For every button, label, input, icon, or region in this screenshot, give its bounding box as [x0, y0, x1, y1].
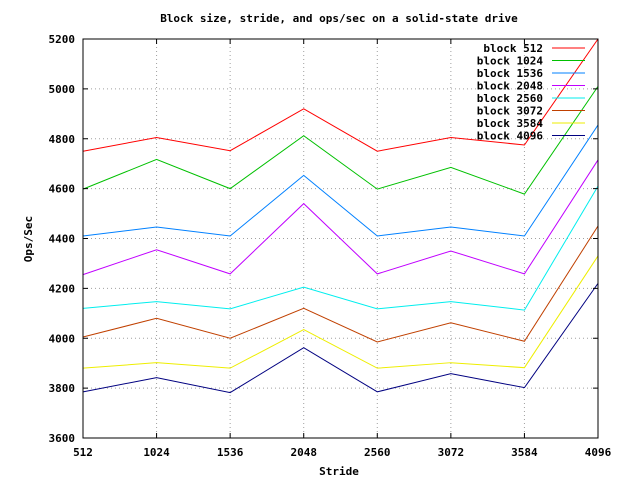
legend-entry-label: block 2560	[477, 92, 543, 105]
y-axis-label: Ops/Sec	[22, 216, 35, 262]
x-tick-label: 1024	[143, 446, 170, 459]
chart-title: Block size, stride, and ops/sec on a sol…	[160, 12, 518, 25]
y-tick-label: 4600	[49, 183, 76, 196]
series-line-block-4096	[82, 283, 599, 394]
series-line-block-512	[82, 38, 599, 152]
y-tick-label: 5200	[49, 33, 76, 46]
x-tick-label: 4096	[585, 446, 612, 459]
axis-ticks: 3600 3800 4000 4200 4400 4600 4800 5000 5200 512 1…	[49, 33, 612, 459]
y-tick-label: 3800	[49, 382, 76, 395]
x-axis-label: Stride	[319, 465, 359, 478]
x-tick-label: 3072	[438, 446, 465, 459]
grid	[83, 39, 598, 438]
series-line-block-3072	[82, 225, 599, 343]
legend-entry-label: block 3584	[477, 117, 544, 130]
x-tick-label: 2560	[364, 446, 391, 459]
series-line-block-3584	[82, 255, 599, 369]
series-line-block-1024	[82, 86, 599, 195]
legend-entry-label: block 512	[483, 42, 543, 55]
y-tick-label: 4800	[49, 133, 76, 146]
x-tick-label: 3584	[511, 446, 538, 459]
series-line-block-2048	[82, 159, 599, 276]
series-line-block-2560	[82, 185, 599, 311]
x-tick-label: 2048	[290, 446, 317, 459]
y-tick-label: 4200	[49, 282, 76, 295]
legend-entry-label: block 2048	[477, 80, 543, 93]
legend-entry-label: block 4096	[477, 130, 544, 143]
legend-entry-label: block 1536	[477, 67, 544, 80]
plot-area	[82, 38, 599, 394]
x-tick-label: 512	[73, 446, 93, 459]
legend-entry-label: block 3072	[477, 105, 543, 118]
legend-entry-label: block 1024	[477, 55, 544, 68]
y-tick-label: 4400	[49, 233, 76, 246]
y-tick-label: 5000	[49, 83, 76, 96]
x-tick-label: 1536	[217, 446, 244, 459]
y-tick-label: 4000	[49, 332, 76, 345]
series-line-block-1536	[82, 124, 599, 237]
y-tick-label: 3600	[49, 432, 76, 445]
